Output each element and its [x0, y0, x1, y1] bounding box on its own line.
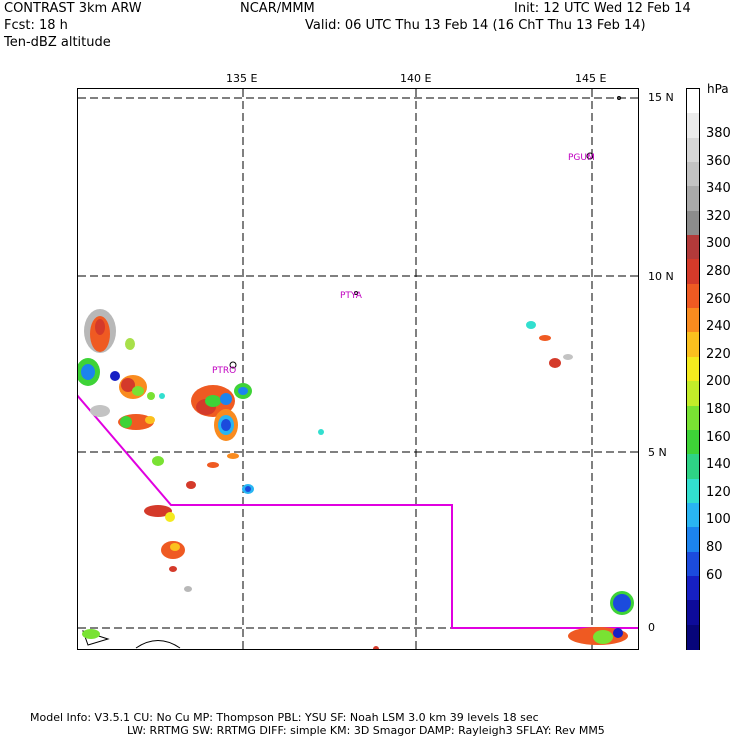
legend-tick-label: 280 — [706, 264, 731, 279]
legend-swatch — [687, 259, 699, 285]
legend-swatch — [687, 113, 699, 139]
institution-label: NCAR/MMM — [240, 1, 315, 16]
legend-tick-label: 360 — [706, 153, 731, 169]
legend-tick-label: 120 — [706, 484, 731, 500]
legend-swatch — [687, 551, 699, 577]
lat-label-10n: 10 N — [648, 270, 674, 283]
legend-tick-label: 220 — [706, 346, 731, 362]
legend-tick-label: 140 — [706, 457, 731, 473]
legend-swatch — [687, 186, 699, 212]
legend-swatch — [687, 356, 699, 382]
legend-swatch — [687, 235, 699, 261]
init-time: Init: 12 UTC Wed 12 Feb 14 — [514, 1, 691, 16]
lon-label-140: 140 E — [400, 72, 432, 85]
legend-tick-label: 60 — [706, 567, 723, 583]
legend-tick-label: 340 — [706, 181, 731, 197]
model-title: CONTRAST 3km ARW — [4, 1, 142, 16]
legend-tick-label: 200 — [706, 374, 731, 390]
station-ptro: PTRO — [212, 366, 237, 376]
field-name: Ten-dBZ altitude — [4, 35, 111, 50]
legend-swatch — [687, 429, 699, 455]
map-svg — [78, 89, 638, 649]
legend-tick-label: 160 — [706, 429, 731, 445]
legend-swatch — [687, 600, 699, 626]
legend-swatch — [687, 332, 699, 358]
lon-label-135: 135 E — [226, 72, 258, 85]
legend-swatch — [687, 283, 699, 309]
legend-swatch — [687, 405, 699, 431]
echo-cells — [78, 309, 634, 649]
legend-swatch — [687, 308, 699, 334]
legend-tick-label: 100 — [706, 512, 731, 528]
legend-swatch — [687, 137, 699, 163]
map-panel[interactable]: PGUM PTYA PTRO — [77, 88, 639, 650]
forecast-hour: Fcst: 18 h — [4, 18, 68, 33]
legend-tick-label: 240 — [706, 319, 731, 335]
legend-swatch — [687, 527, 699, 553]
legend-unit: hPa — [707, 82, 729, 96]
lat-label-0: 0 — [648, 621, 655, 634]
station-pgum: PGUM — [568, 153, 595, 163]
model-info-line1: Model Info: V3.5.1 CU: No Cu MP: Thompso… — [30, 711, 539, 724]
legend-swatch — [687, 454, 699, 480]
station-ptya: PTYA — [340, 291, 362, 301]
lat-label-15n: 15 N — [648, 91, 674, 104]
legend-swatch — [687, 502, 699, 528]
legend-swatch — [687, 210, 699, 236]
lat-label-5n: 5 N — [648, 446, 667, 459]
model-info-line2: LW: RRTMG SW: RRTMG DIFF: simple KM: 3D … — [127, 724, 605, 737]
valid-time: Valid: 06 UTC Thu 13 Feb 14 (16 ChT Thu … — [305, 18, 646, 33]
legend-tick-label: 300 — [706, 236, 731, 252]
legend-tick-label: 260 — [706, 291, 731, 307]
color-legend — [686, 88, 700, 650]
legend-tick-label: 320 — [706, 208, 731, 224]
legend-tick-label: 80 — [706, 540, 723, 555]
lon-label-145: 145 E — [575, 72, 607, 85]
legend-swatch — [687, 89, 699, 114]
territory-boundary — [78, 394, 638, 629]
legend-swatch — [687, 624, 699, 650]
graticule — [78, 89, 638, 649]
legend-tick-label: 180 — [706, 402, 731, 417]
legend-swatch — [687, 381, 699, 407]
legend-tick-label: 380 — [706, 126, 731, 141]
legend-swatch — [687, 162, 699, 188]
legend-swatch — [687, 575, 699, 601]
legend-swatch — [687, 478, 699, 504]
coastlines — [82, 96, 621, 649]
